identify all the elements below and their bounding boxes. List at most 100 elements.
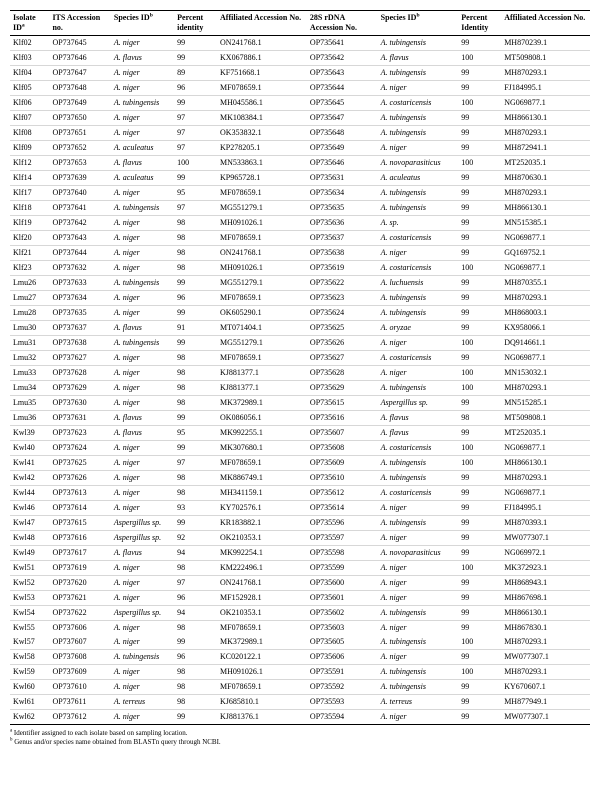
- table-cell: OP737610: [49, 680, 110, 695]
- table-cell: Kwl52: [10, 576, 49, 591]
- table-cell: 99: [458, 576, 501, 591]
- table-cell: MF078659.1: [217, 621, 307, 636]
- table-cell: KJ881376.1: [217, 710, 307, 725]
- table-cell: OK353832.1: [217, 126, 307, 141]
- table-cell: A. niger: [378, 366, 459, 381]
- table-cell: 99: [458, 306, 501, 321]
- column-header: ITS Accession no.: [49, 11, 110, 36]
- table-cell: MN533863.1: [217, 156, 307, 171]
- table-row: Kwl60OP737610A. niger98MF078659.1OP73559…: [10, 680, 590, 695]
- table-cell: OP737612: [49, 710, 110, 725]
- table-cell: OP735634: [307, 186, 378, 201]
- table-cell: Kwl59: [10, 665, 49, 680]
- table-cell: Lmu33: [10, 366, 49, 381]
- table-cell: MH866130.1: [501, 456, 590, 471]
- table-cell: OP737653: [49, 156, 110, 171]
- table-cell: A. niger: [378, 531, 459, 546]
- table-row: Kwl51OP737619A. niger98KM222496.1OP73559…: [10, 561, 590, 576]
- table-cell: MK372923.1: [501, 561, 590, 576]
- table-cell: A. niger: [111, 36, 174, 51]
- table-cell: OP735625: [307, 321, 378, 336]
- table-cell: OP737606: [49, 621, 110, 636]
- table-cell: 99: [458, 591, 501, 606]
- table-cell: A. niger: [111, 291, 174, 306]
- table-cell: A. flavus: [378, 411, 459, 426]
- table-cell: 98: [174, 471, 217, 486]
- table-cell: OP735597: [307, 531, 378, 546]
- table-cell: OP735638: [307, 246, 378, 261]
- table-cell: Aspergillus sp.: [378, 396, 459, 411]
- table-cell: Lmu27: [10, 291, 49, 306]
- table-cell: OP737634: [49, 291, 110, 306]
- table-cell: MH870293.1: [501, 381, 590, 396]
- table-cell: OP735596: [307, 516, 378, 531]
- table-cell: OP735591: [307, 665, 378, 680]
- table-cell: OP735599: [307, 561, 378, 576]
- table-cell: OP735631: [307, 171, 378, 186]
- table-cell: A. tubingensis: [111, 201, 174, 216]
- column-header: Affiliated Accession No.: [501, 11, 590, 36]
- table-cell: ON241768.1: [217, 576, 307, 591]
- table-cell: OP735619: [307, 261, 378, 276]
- table-cell: MH870239.1: [501, 36, 590, 51]
- table-cell: A. niger: [111, 246, 174, 261]
- table-cell: OP737621: [49, 591, 110, 606]
- table-cell: OP737630: [49, 396, 110, 411]
- table-cell: 99: [458, 66, 501, 81]
- table-cell: 100: [458, 96, 501, 111]
- table-cell: 98: [174, 665, 217, 680]
- table-cell: 99: [458, 246, 501, 261]
- table-cell: A. niger: [111, 665, 174, 680]
- table-cell: Aspergillus sp.: [111, 516, 174, 531]
- table-cell: OP737608: [49, 650, 110, 665]
- table-cell: MH045586.1: [217, 96, 307, 111]
- table-row: Lmu26OP737633A. tubingensis99MG551279.1O…: [10, 276, 590, 291]
- table-row: Klf09OP737652A. aculeatus97KP278205.1OP7…: [10, 141, 590, 156]
- table-cell: MN153032.1: [501, 366, 590, 381]
- table-cell: OP735649: [307, 141, 378, 156]
- table-cell: 97: [174, 126, 217, 141]
- table-cell: OP735646: [307, 156, 378, 171]
- table-cell: 100: [458, 381, 501, 396]
- table-cell: OP735642: [307, 51, 378, 66]
- table-cell: 99: [458, 546, 501, 561]
- table-cell: Klf19: [10, 216, 49, 231]
- table-cell: MK108384.1: [217, 111, 307, 126]
- table-cell: KJ881377.1: [217, 381, 307, 396]
- table-cell: OP735608: [307, 441, 378, 456]
- table-cell: OP735626: [307, 336, 378, 351]
- table-row: Kwl47OP737615Aspergillus sp.99KR183882.1…: [10, 516, 590, 531]
- table-cell: A. niger: [111, 471, 174, 486]
- table-cell: Klf12: [10, 156, 49, 171]
- table-cell: 98: [458, 411, 501, 426]
- table-row: Lmu28OP737635A. niger99OK605290.1OP73562…: [10, 306, 590, 321]
- table-cell: MH091026.1: [217, 261, 307, 276]
- table-cell: Klf14: [10, 171, 49, 186]
- table-cell: 100: [458, 441, 501, 456]
- table-cell: MW077307.1: [501, 531, 590, 546]
- table-cell: A. niger: [111, 441, 174, 456]
- table-cell: A. tubingensis: [378, 635, 459, 650]
- table-cell: MK886749.1: [217, 471, 307, 486]
- table-cell: OP737629: [49, 381, 110, 396]
- table-cell: OP737619: [49, 561, 110, 576]
- table-cell: 99: [458, 141, 501, 156]
- table-cell: Klf17: [10, 186, 49, 201]
- table-cell: OP737651: [49, 126, 110, 141]
- table-cell: 99: [174, 635, 217, 650]
- table-row: Kwl62OP737612A. niger99KJ881376.1OP73559…: [10, 710, 590, 725]
- table-cell: 99: [174, 36, 217, 51]
- table-cell: OP735648: [307, 126, 378, 141]
- table-row: Klf23OP737632A. niger98MH091026.1OP73561…: [10, 261, 590, 276]
- table-cell: MH870293.1: [501, 635, 590, 650]
- table-cell: 96: [174, 650, 217, 665]
- table-cell: 94: [174, 546, 217, 561]
- table-cell: MH866130.1: [501, 111, 590, 126]
- table-cell: A. flavus: [111, 426, 174, 441]
- table-cell: A. flavus: [111, 156, 174, 171]
- table-cell: OP737632: [49, 261, 110, 276]
- table-cell: 99: [458, 36, 501, 51]
- table-cell: A. costaricensis: [378, 96, 459, 111]
- table-cell: OP737617: [49, 546, 110, 561]
- table-cell: A. novoparasiticus: [378, 546, 459, 561]
